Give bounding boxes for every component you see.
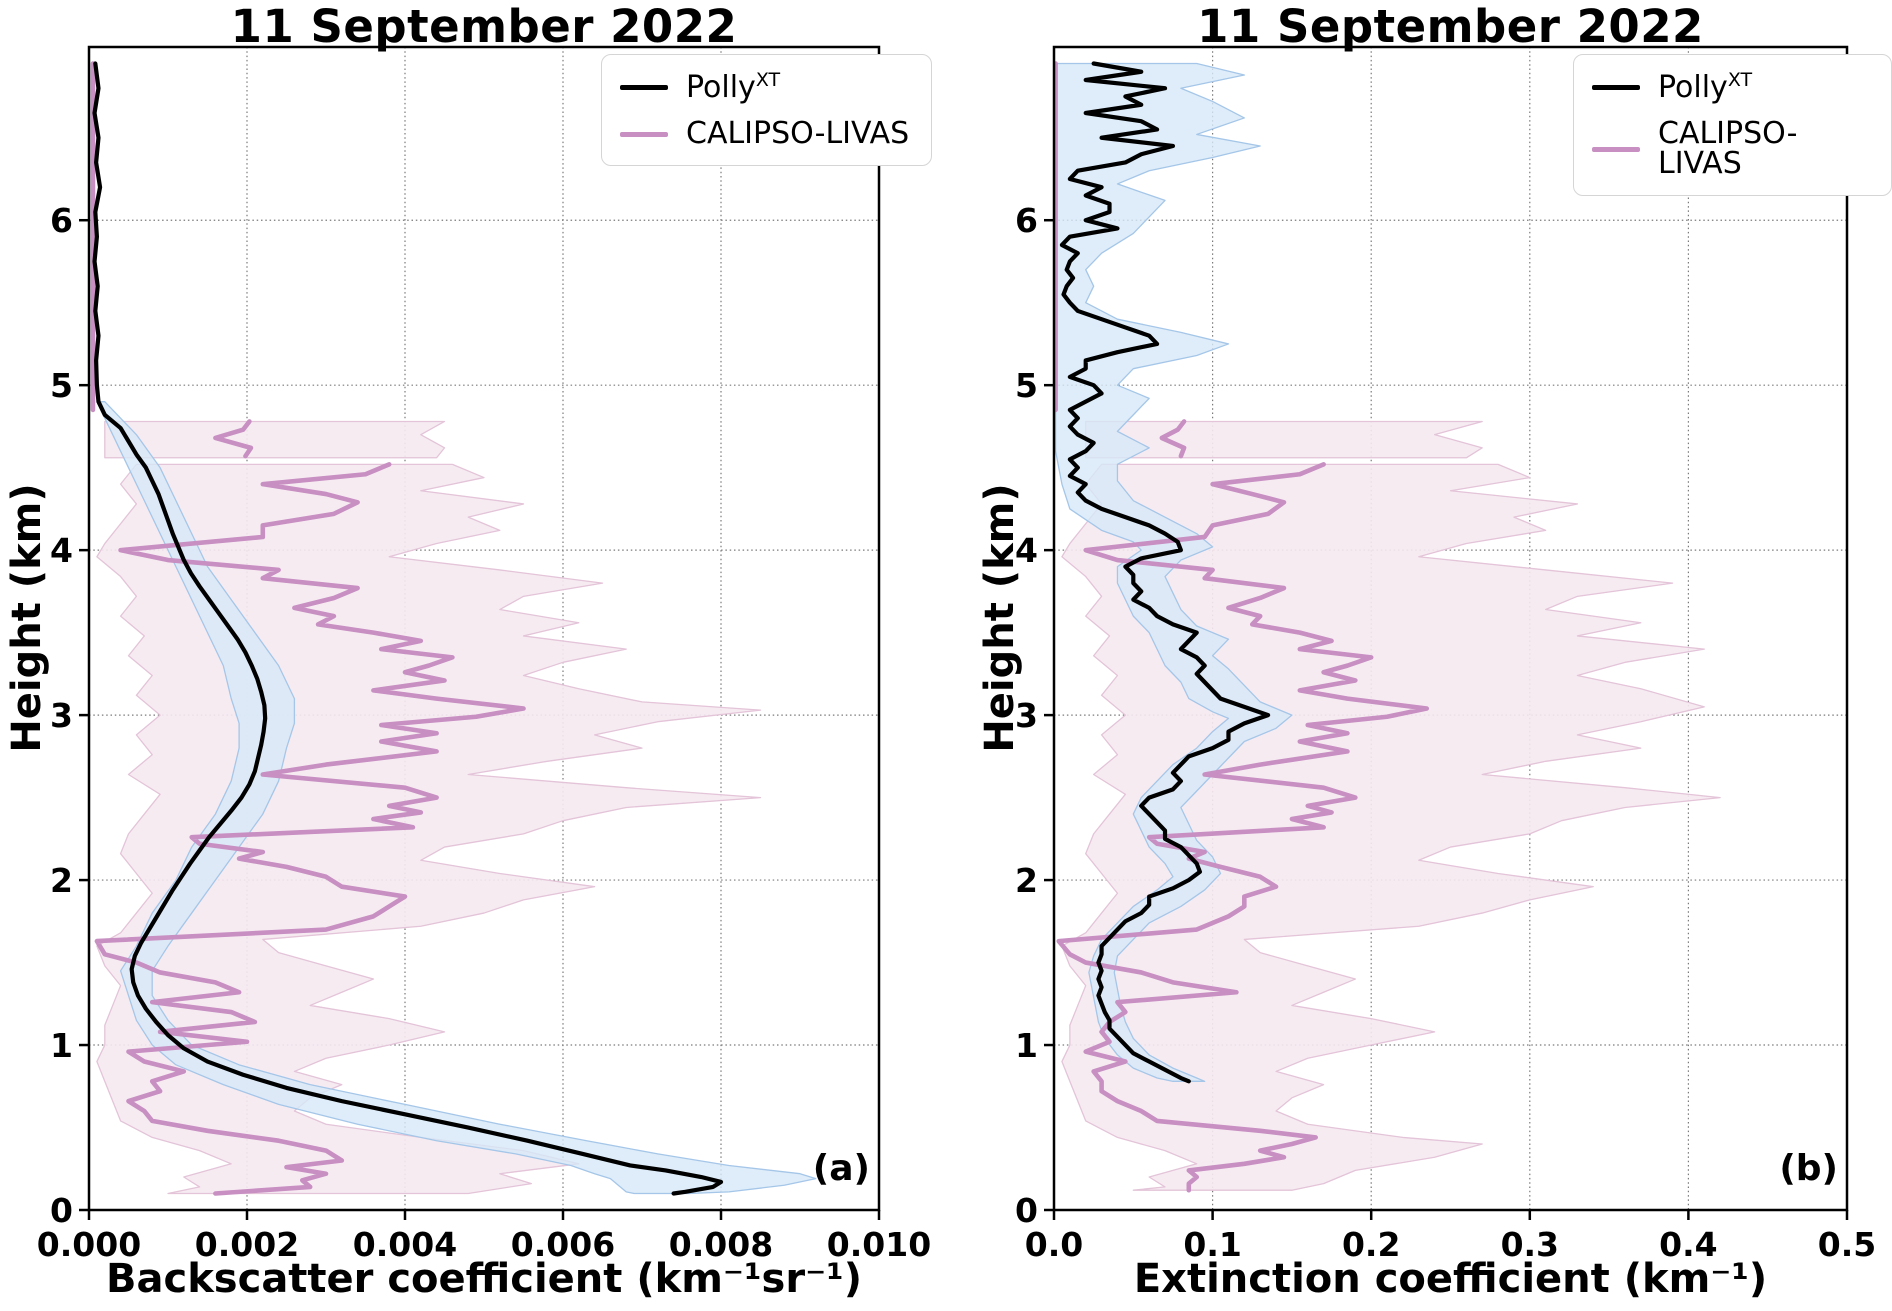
- y-tick-label: 4: [1015, 531, 1038, 570]
- calipso-livas-uncertainty-band: [104, 420, 446, 459]
- y-tick-label: 3: [1015, 696, 1038, 735]
- x-tick-label: 0.3: [1501, 1225, 1559, 1264]
- legend-label-superscript: XT: [1727, 69, 1753, 91]
- y-tick-label: 2: [1015, 861, 1038, 900]
- legend-item-calipso-livas: CALIPSO-LIVAS: [1592, 119, 1869, 179]
- x-tick-label: 0.002: [195, 1225, 299, 1264]
- legend-item-pollyxt: PollyXT: [1592, 71, 1869, 103]
- x-tick-label: 0.000: [37, 1225, 141, 1264]
- legend-label-superscript: XT: [755, 69, 781, 91]
- x-tick-label: 0.5: [1818, 1225, 1876, 1264]
- legend-label: PollyXT: [686, 69, 781, 105]
- y-tick-label: 0: [50, 1191, 73, 1230]
- x-tick-label: 0.010: [827, 1225, 931, 1264]
- legend-label: PollyXT: [1658, 69, 1753, 105]
- x-tick-label: 0.004: [353, 1225, 457, 1264]
- calipso-livas-profile-line: [213, 419, 254, 459]
- y-tick-label: 1: [1015, 1026, 1038, 1065]
- legend-label: CALIPSO-LIVAS: [686, 116, 910, 151]
- pollyxt-uncertainty-band: [1054, 62, 1293, 1082]
- y-tick-label: 5: [1015, 366, 1038, 405]
- calipso-livas-swatch: [1592, 146, 1640, 152]
- calipso-livas-profile-line: [1159, 419, 1187, 459]
- x-tick-label: 0.1: [1183, 1225, 1241, 1264]
- panel-(a): 0.000 0.002 0.004 0.006 0.008 0.010 0 1 2 3 4 5 6: [37, 45, 931, 1264]
- y-tick-label: 6: [1015, 201, 1038, 240]
- panel-a-legend: PollyXT CALIPSO-LIVAS: [601, 54, 933, 166]
- axes-frame: [87, 45, 881, 1212]
- pollyxt-swatch: [1592, 84, 1640, 90]
- panel-a-title: 11 September 2022: [230, 0, 738, 53]
- calipso-livas-profile-line: [1056, 462, 1430, 1193]
- axes-frame: [1052, 45, 1849, 1212]
- legend-item-calipso-livas: CALIPSO-LIVAS: [620, 119, 909, 149]
- y-tick-label: 5: [50, 366, 73, 405]
- panel-b-xlabel: Extinction coefficient (km⁻¹): [1133, 1256, 1768, 1302]
- y-tick-label: 4: [50, 531, 73, 570]
- panel-b-ylabel: Height (km): [977, 483, 1023, 753]
- calipso-livas-uncertainty-band: [1085, 420, 1483, 459]
- panel-a-ylabel: Height (km): [4, 483, 50, 753]
- y-tick-label: 3: [50, 696, 73, 735]
- calipso-livas-swatch: [620, 131, 668, 137]
- x-tick-label: 0.006: [511, 1225, 615, 1264]
- x-tick-label: 0.2: [1342, 1225, 1400, 1264]
- calipso-livas-profile-line: [94, 462, 526, 1196]
- x-tick-label: 0.4: [1659, 1225, 1717, 1264]
- panel-(b): 0.0 0.1 0.2 0.3 0.4 0.5 0 1 2 3 4 5 6: [1015, 45, 1876, 1264]
- calipso-livas-uncertainty-band: [1061, 463, 1721, 1191]
- panel-b-title: 11 September 2022: [1197, 0, 1704, 53]
- panel-b-corner-label: (b): [1779, 1148, 1838, 1189]
- legend-label: CALIPSO-LIVAS: [1658, 116, 1798, 181]
- y-tick-label: 1: [50, 1026, 73, 1065]
- panel-b-legend: PollyXT CALIPSO-LIVAS: [1573, 54, 1892, 196]
- x-tick-label: 0.008: [669, 1225, 773, 1264]
- legend-item-pollyxt: PollyXT: [620, 71, 909, 103]
- y-tick-label: 6: [50, 201, 73, 240]
- y-tick-label: 2: [50, 861, 73, 900]
- pollyxt-swatch: [620, 84, 668, 90]
- panel-a-xlabel: Backscatter coefficient (km⁻¹sr⁻¹): [106, 1256, 862, 1302]
- y-tick-label: 0: [1015, 1191, 1038, 1230]
- x-tick-label: 0.0: [1025, 1225, 1083, 1264]
- panel-a-corner-label: (a): [812, 1148, 870, 1189]
- pollyxt-profile-line: [92, 61, 724, 1196]
- pollyxt-profile-line: [1059, 61, 1271, 1084]
